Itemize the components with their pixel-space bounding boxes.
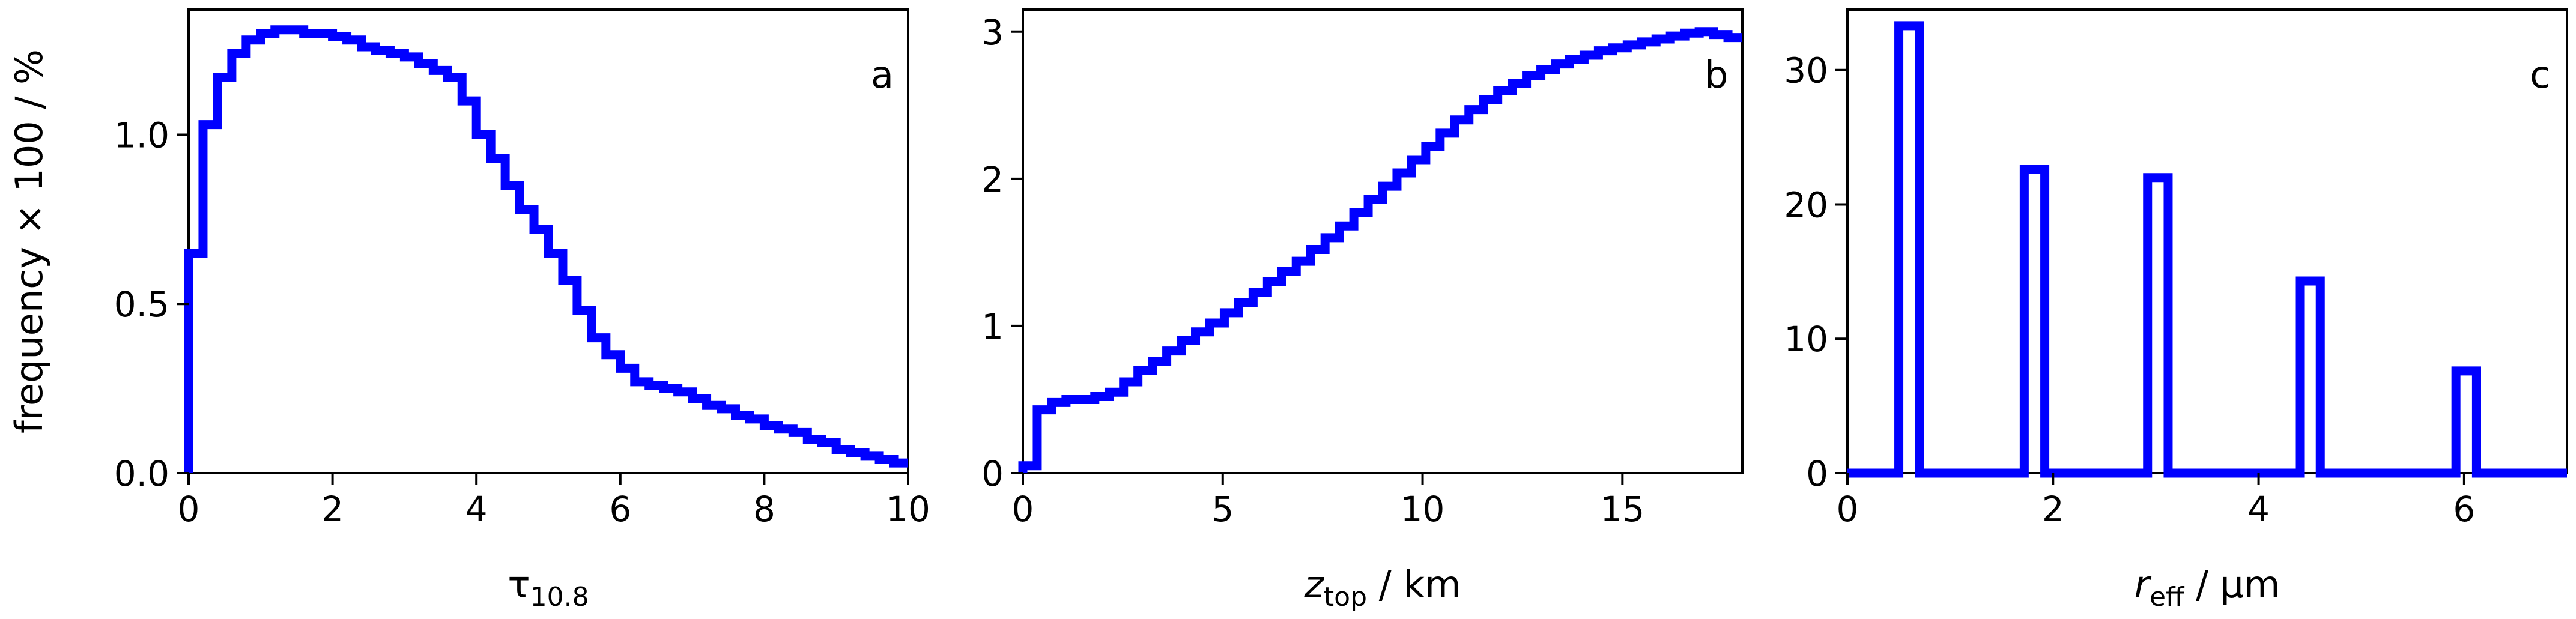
panel-a-xlabel-sub: 10.8 <box>530 582 589 612</box>
panel-a-xtick-label: 0 <box>178 489 200 530</box>
panel-b-frame <box>1022 8 1744 474</box>
panel-c-ytick-label: 0 <box>1806 453 1828 494</box>
panel-b-ytick-label: 2 <box>981 159 1004 200</box>
panel-b-xtick-label: 5 <box>1211 489 1234 530</box>
panel-c-letter: c <box>2530 53 2550 97</box>
panel-a-ylabel: frequency × 100 / % <box>7 49 51 433</box>
panel-c-marks: 0 2 4 6 0 10 20 30 <box>1784 21 2567 530</box>
panel-b-ytick-label: 0 <box>981 453 1004 494</box>
panel-c-xlabel-sub: eff <box>2150 582 2185 612</box>
panel-b-xlabel: ztop / km <box>1303 563 1461 612</box>
panel-a-marks: 0 2 4 6 8 10 0.0 0.5 1.0 <box>114 25 930 530</box>
panel-c-xtick-label: 0 <box>1837 489 1859 530</box>
panel-b-ytick-label: 1 <box>981 306 1004 347</box>
panel-b-xlabel-sub: top <box>1324 582 1367 612</box>
panel-c-ytick-label: 30 <box>1784 50 1828 91</box>
panel-a-xtick-label: 2 <box>321 489 344 530</box>
panel-a-xlabel: τ10.8 <box>508 563 589 612</box>
panel-c-ytick-label: 10 <box>1784 319 1828 360</box>
panel-c-ytick-label: 20 <box>1784 184 1828 225</box>
panel-b-xlabel-base: z <box>1303 563 1324 606</box>
panel-c-xlabel-base: r <box>2134 563 2151 606</box>
panel-b-marks: 0 5 10 15 0 1 2 3 <box>981 12 1742 530</box>
panel-b: 0 5 10 15 0 1 2 3 b ztop / km <box>981 8 1744 612</box>
panel-a-ytick-label: 0.0 <box>114 453 169 494</box>
panel-c-xtick-label: 4 <box>2247 489 2270 530</box>
panel-b-series <box>1018 27 1742 473</box>
panel-c-xlabel: reff / μm <box>2134 563 2280 612</box>
panel-a-xtick-label: 10 <box>886 489 930 530</box>
panel-b-letter: b <box>1705 53 1728 97</box>
panel-a-series <box>184 25 908 473</box>
panel-a-xtick-label: 6 <box>609 489 631 530</box>
panel-a-xlabel-base: τ <box>508 563 530 606</box>
panel-b-xtick-label: 10 <box>1401 489 1445 530</box>
panel-c-series <box>1847 21 2567 478</box>
panel-a: 0 2 4 6 8 10 0.0 0.5 1.0 a frequency × 100 / % τ… <box>7 8 930 612</box>
panel-b-xlabel-unit: / km <box>1367 563 1461 606</box>
panel-a-xtick-label: 8 <box>753 489 775 530</box>
panel-c: 0 2 4 6 0 10 20 30 c reff / μm <box>1784 8 2568 612</box>
panel-a-ytick-label: 0.5 <box>114 284 169 325</box>
panel-b-xtick-label: 0 <box>1012 489 1034 530</box>
panel-a-ytick-label: 1.0 <box>114 115 169 156</box>
panel-a-letter: a <box>871 53 894 97</box>
panel-c-xtick-label: 2 <box>2042 489 2064 530</box>
panel-c-xlabel-unit: / μm <box>2184 563 2280 606</box>
panel-a-frame <box>187 8 909 474</box>
panel-c-xtick-label: 6 <box>2453 489 2475 530</box>
panel-b-xtick-label: 15 <box>1600 489 1644 530</box>
panel-b-ytick-label: 3 <box>981 12 1004 53</box>
panel-a-xtick-label: 4 <box>465 489 488 530</box>
